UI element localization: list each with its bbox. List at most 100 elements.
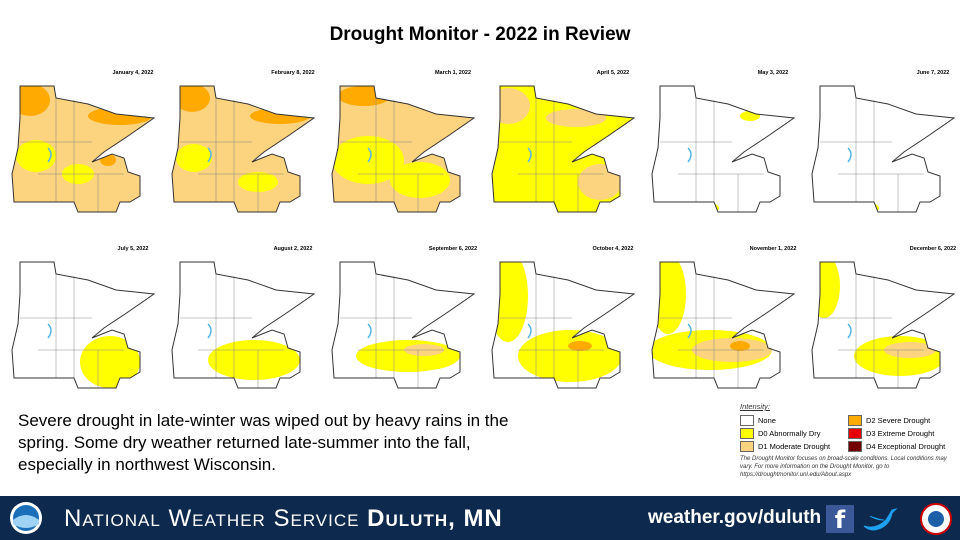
drought-area	[332, 136, 404, 184]
map-date: November 1, 2022	[750, 246, 797, 252]
office: Duluth, MN	[367, 505, 503, 532]
legend-label: None	[758, 416, 776, 425]
lake	[47, 323, 52, 339]
lake	[687, 147, 692, 163]
drought-area	[812, 262, 840, 318]
map-date: July 5, 2022	[118, 246, 149, 252]
legend-item: D0 Abnormally Dry	[740, 428, 821, 439]
lake	[847, 323, 852, 339]
drought-area	[356, 340, 460, 372]
legend-item: None	[740, 415, 776, 426]
legend-item: D4 Exceptional Drought	[848, 441, 945, 452]
region	[652, 86, 794, 212]
map: January 4, 2022	[11, 70, 156, 213]
legend-label: D3 Extreme Drought	[866, 429, 935, 438]
lake	[207, 147, 212, 163]
drought-area	[12, 86, 50, 116]
legend-title: Intensity:	[740, 402, 771, 411]
outline	[811, 261, 956, 389]
map: November 1, 2022	[651, 246, 797, 389]
title: Drought Monitor - 2022 in Review	[329, 24, 631, 45]
drought-area	[250, 108, 310, 124]
map: May 3, 2022	[651, 70, 796, 213]
legend-item: D2 Severe Drought	[848, 415, 930, 426]
outline	[651, 85, 796, 213]
drought-area	[208, 340, 300, 380]
legend-label: D4 Exceptional Drought	[866, 442, 946, 451]
legend-swatch	[848, 441, 862, 452]
drought-area	[568, 341, 592, 351]
legend-label: D1 Moderate Drought	[758, 442, 831, 451]
legend: Intensity: None D0 Abnormally Dry D1 Moder…	[740, 402, 955, 484]
drought-area	[518, 330, 622, 382]
agency: National Weather Service	[64, 505, 360, 532]
map-date: December 6, 2022	[910, 246, 956, 252]
region	[812, 86, 954, 212]
twitter-icon[interactable]	[863, 508, 898, 531]
map: April 5, 2022	[491, 70, 636, 213]
drought-area	[176, 144, 212, 172]
map-date: January 4, 2022	[113, 70, 154, 76]
map: July 5, 2022	[11, 246, 156, 389]
drought-areas	[80, 336, 140, 388]
drought-area	[578, 164, 622, 200]
facebook-icon[interactable]	[826, 505, 854, 533]
footer: National Weather Service Duluth, MN weat…	[0, 496, 960, 540]
lake	[207, 323, 212, 339]
map: February 8, 2022	[171, 70, 316, 213]
outline	[491, 85, 636, 213]
map-date: June 7, 2022	[917, 70, 950, 76]
map-date: April 5, 2022	[597, 70, 629, 76]
map: June 7, 2022	[811, 70, 956, 213]
drought-area	[390, 162, 450, 198]
lake	[847, 147, 852, 163]
lake	[47, 147, 52, 163]
drought-area	[338, 86, 390, 106]
description: Severe drought in late-winter was wiped …	[18, 411, 509, 474]
legend-item: D3 Extreme Drought	[848, 428, 934, 439]
legend-swatch	[740, 441, 754, 452]
legend-swatch	[848, 428, 862, 439]
outline	[651, 261, 796, 389]
noaa-logo	[10, 502, 42, 534]
drought-area	[652, 262, 686, 334]
drought-areas	[356, 340, 460, 372]
drought-area	[492, 262, 528, 342]
map: September 6, 2022	[331, 246, 477, 389]
legend-label: D2 Severe Drought	[866, 416, 931, 425]
drought-areas	[208, 340, 300, 380]
drought-area	[546, 109, 606, 127]
outline	[811, 85, 956, 213]
lake	[527, 323, 532, 339]
drought-area	[174, 86, 210, 112]
legend-label: D0 Abnormally Dry	[758, 429, 821, 438]
outline	[11, 261, 156, 389]
drought-area	[730, 341, 750, 351]
outline	[171, 85, 316, 213]
outline	[491, 261, 636, 389]
social-icons: f	[826, 503, 952, 535]
outline	[11, 85, 156, 213]
map-grid: January 4, 2022 February 8, 2022 March 1, …	[11, 70, 956, 389]
outline	[331, 261, 476, 389]
website[interactable]: weather.gov/duluth	[648, 507, 822, 528]
lake	[367, 147, 372, 163]
map: October 4, 2022	[491, 246, 636, 389]
map-date: May 3, 2022	[758, 70, 789, 76]
svg-text:f: f	[835, 506, 846, 534]
footer-title: National Weather Service Duluth, MN	[64, 505, 503, 533]
legend-items: None D0 Abnormally Dry D1 Moderate Drought…	[740, 411, 955, 455]
map-date: September 6, 2022	[429, 246, 477, 252]
lake	[687, 323, 692, 339]
map-date: March 1, 2022	[435, 70, 471, 76]
map-date: August 2, 2022	[274, 246, 313, 252]
legend-note: The Drought Monitor focuses on broad-sca…	[740, 456, 947, 478]
drought-area	[740, 111, 760, 121]
lake	[367, 323, 372, 339]
drought-area	[88, 107, 152, 125]
legend-swatch	[848, 415, 862, 426]
map: December 6, 2022	[811, 246, 956, 389]
outline	[171, 261, 316, 389]
map-date: October 4, 2022	[593, 246, 634, 252]
